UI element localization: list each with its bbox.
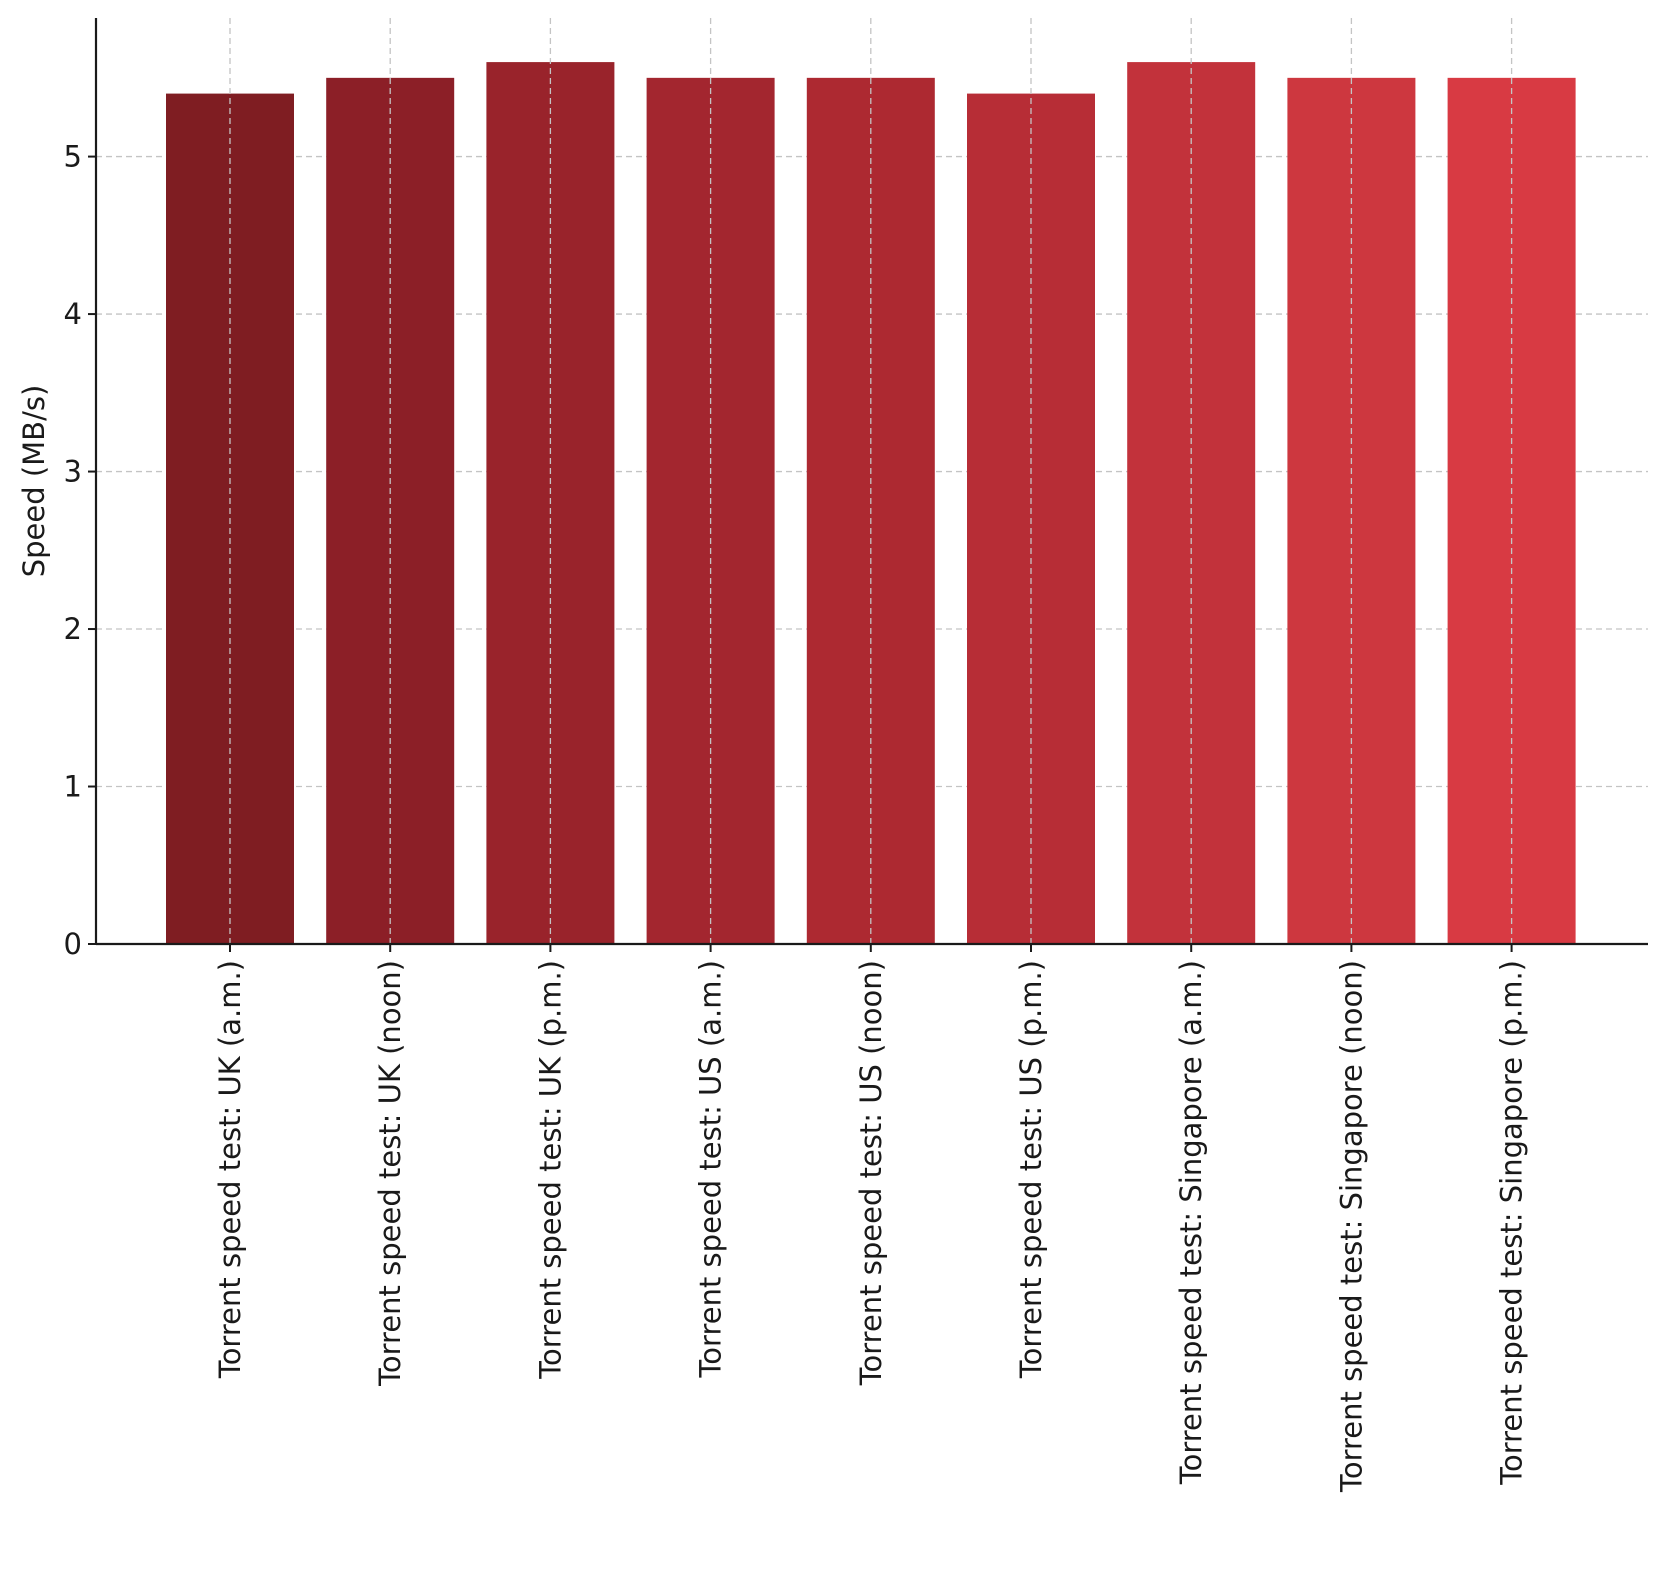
- x-tick-label: Torrent speed test: US (p.m.): [1014, 960, 1048, 1379]
- vertical-grid-lines: [229, 18, 1513, 944]
- x-tick-label: Torrent speed test: US (a.m.): [694, 960, 728, 1378]
- y-tick-label: 2: [64, 612, 82, 646]
- x-tick-label: Torrent speed test: UK (noon): [373, 960, 407, 1387]
- y-tick-label: 1: [64, 770, 82, 804]
- y-tick-label: 4: [64, 297, 82, 331]
- x-tick-label: Torrent speed test: Singapore (p.m.): [1495, 960, 1529, 1486]
- y-tick-label: 5: [64, 140, 82, 174]
- y-tick-labels: 0 1 2 3 4 5: [64, 140, 82, 961]
- axes: [88, 18, 1648, 952]
- x-tick-label: Torrent speed test: UK (a.m.): [213, 960, 247, 1379]
- y-tick-label: 3: [64, 455, 82, 489]
- x-tick-label: Torrent speed test: US (noon): [854, 960, 888, 1386]
- x-tick-labels: Torrent speed test: UK (a.m.) Torrent spe…: [213, 960, 1529, 1493]
- y-tick-label: 0: [64, 927, 82, 961]
- x-tick-label: Torrent speed test: UK (p.m.): [533, 960, 567, 1380]
- x-tick-label: Torrent speed test: Singapore (a.m.): [1174, 960, 1208, 1485]
- y-axis-label: Speed (MB/s): [17, 385, 51, 578]
- x-tick-label: Torrent speed test: Singapore (noon): [1334, 960, 1368, 1493]
